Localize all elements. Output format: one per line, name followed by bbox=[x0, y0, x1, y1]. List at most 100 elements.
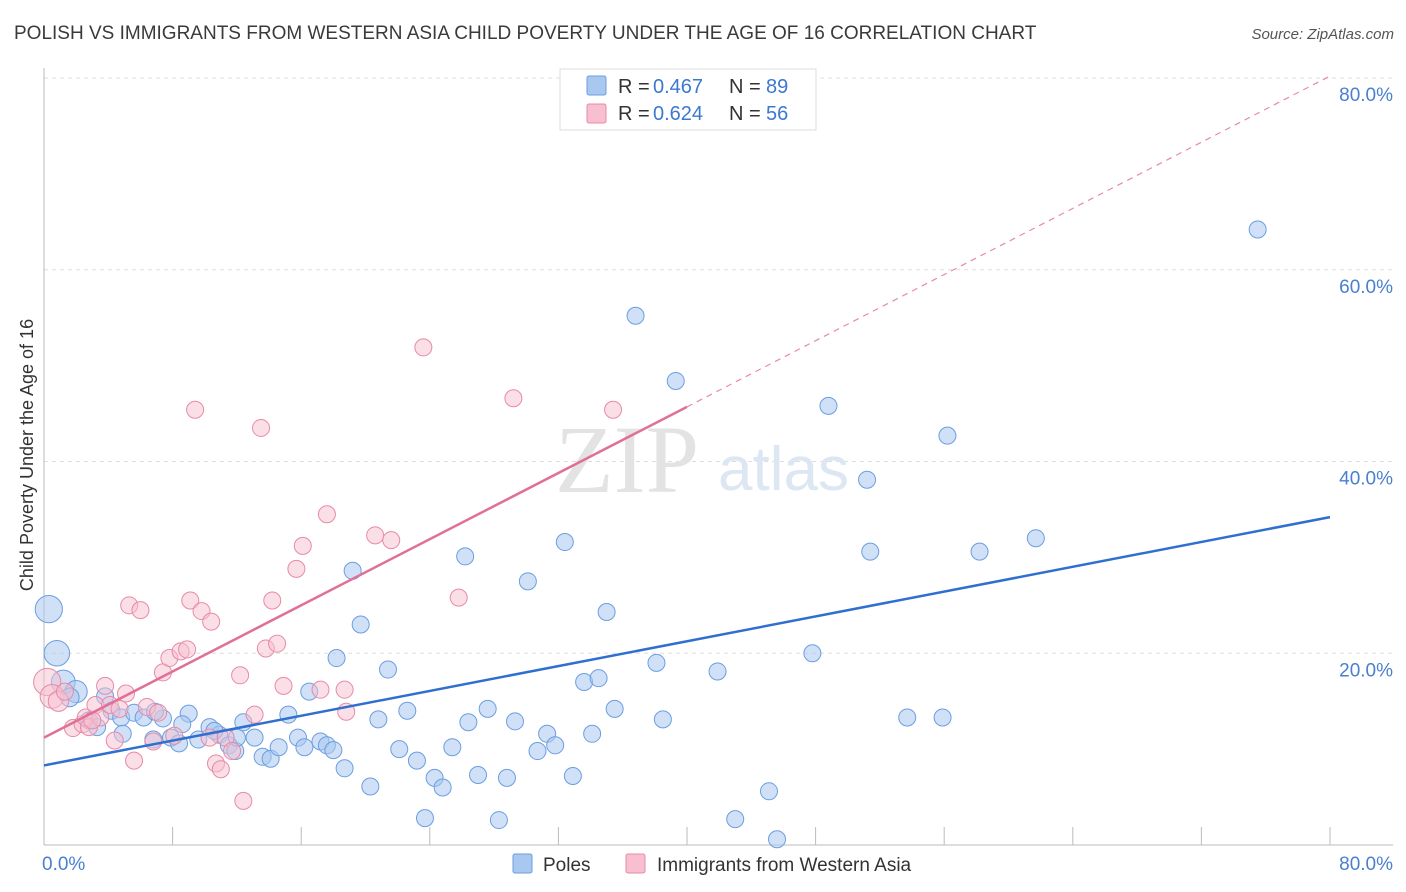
immigrants-point bbox=[131, 601, 150, 620]
y-tick-label: 80.0% bbox=[1339, 85, 1393, 106]
poles-point bbox=[1248, 220, 1267, 239]
axes bbox=[43, 68, 1393, 846]
poles-point bbox=[459, 713, 478, 732]
poles-point bbox=[398, 701, 417, 720]
poles-point bbox=[759, 782, 778, 801]
legend-r-label: R = bbox=[618, 103, 650, 125]
legend-swatch-immigrants bbox=[586, 103, 607, 124]
x-tick-labels: 0.0% 80.0% bbox=[42, 854, 1393, 875]
y-tick-label: 60.0% bbox=[1339, 277, 1393, 298]
poles-point bbox=[555, 533, 574, 552]
poles-point bbox=[379, 660, 398, 679]
poles-point bbox=[407, 751, 426, 770]
poles-point bbox=[269, 738, 288, 757]
legend-r-value: 0.467 bbox=[653, 76, 703, 98]
immigrants-point bbox=[263, 591, 282, 610]
poles-point bbox=[43, 640, 71, 667]
poles-point bbox=[563, 766, 582, 785]
x-tick-label: 80.0% bbox=[1339, 854, 1393, 875]
poles-point bbox=[390, 740, 409, 759]
legend-r-value: 0.624 bbox=[653, 103, 703, 125]
poles-point bbox=[589, 669, 608, 688]
grid-lines bbox=[44, 77, 1393, 654]
poles-point bbox=[505, 712, 524, 731]
immigrants-point bbox=[234, 791, 253, 810]
immigrants-points bbox=[33, 338, 623, 810]
chart-source: Source: ZipAtlas.com bbox=[1251, 26, 1394, 43]
legend-r-label: R = bbox=[618, 76, 650, 98]
poles-point bbox=[245, 728, 264, 747]
immigrants-point bbox=[144, 732, 163, 751]
immigrants-point bbox=[449, 588, 468, 607]
legend-n-label: N = bbox=[729, 76, 761, 98]
poles-point bbox=[518, 572, 537, 591]
poles-point bbox=[970, 542, 989, 561]
immigrants-point bbox=[317, 505, 336, 524]
legend-swatch-poles bbox=[586, 75, 607, 96]
poles-point bbox=[443, 738, 462, 757]
watermark-atlas: atlas bbox=[718, 435, 849, 504]
immigrants-trend-line bbox=[43, 405, 688, 739]
bottom-legend-swatch-poles bbox=[512, 853, 533, 874]
poles-point bbox=[647, 653, 666, 672]
poles-point bbox=[803, 644, 822, 663]
immigrants-point bbox=[287, 559, 306, 578]
watermark-zip: ZIP bbox=[555, 406, 699, 513]
poles-point bbox=[351, 615, 370, 634]
y-tick-labels: 20.0% 40.0% 60.0% 80.0% bbox=[1339, 85, 1393, 681]
immigrants-point bbox=[604, 400, 623, 419]
immigrants-point bbox=[293, 536, 312, 555]
poles-point bbox=[666, 371, 685, 390]
poles-point bbox=[597, 603, 616, 622]
poles-point bbox=[583, 724, 602, 743]
poles-point bbox=[361, 777, 380, 796]
immigrants-point bbox=[223, 742, 242, 761]
poles-point bbox=[456, 547, 475, 566]
y-tick-label: 20.0% bbox=[1339, 660, 1393, 681]
immigrants-point bbox=[149, 703, 168, 722]
immigrants-point bbox=[414, 338, 433, 357]
poles-point bbox=[489, 811, 508, 830]
poles-point bbox=[327, 649, 346, 668]
immigrants-point bbox=[252, 418, 271, 437]
poles-point bbox=[433, 778, 452, 797]
poles-point bbox=[528, 742, 547, 761]
legend-n-value: 56 bbox=[766, 103, 788, 125]
immigrants-point bbox=[105, 731, 124, 750]
y-axis-label: Child Poverty Under the Age of 16 bbox=[17, 319, 37, 591]
immigrants-point bbox=[274, 676, 293, 695]
immigrants-point bbox=[211, 760, 230, 779]
immigrants-point bbox=[83, 711, 102, 730]
legend-n-label: N = bbox=[729, 103, 761, 125]
poles-point bbox=[726, 810, 745, 829]
y-tick-label: 40.0% bbox=[1339, 469, 1393, 490]
x-tick-label: 0.0% bbox=[42, 854, 85, 875]
poles-point bbox=[861, 542, 880, 561]
poles-point bbox=[546, 736, 565, 755]
immigrants-point bbox=[186, 400, 205, 419]
poles-point bbox=[626, 306, 645, 325]
immigrants-point bbox=[366, 526, 385, 545]
poles-point bbox=[708, 662, 727, 681]
bottom-legend: Poles Immigrants from Western Asia bbox=[512, 853, 912, 876]
poles-point bbox=[415, 809, 434, 828]
immigrants-point bbox=[245, 705, 264, 724]
immigrants-point bbox=[181, 591, 200, 610]
poles-trend-line bbox=[43, 515, 1331, 767]
poles-point bbox=[938, 426, 957, 445]
poles-point bbox=[898, 708, 917, 727]
bottom-legend-swatch-immigrants bbox=[625, 853, 646, 874]
immigrants-point bbox=[311, 680, 330, 699]
poles-point bbox=[605, 699, 624, 718]
poles-point bbox=[653, 710, 672, 729]
immigrants-point bbox=[382, 531, 401, 550]
chart-title: POLISH VS IMMIGRANTS FROM WESTERN ASIA C… bbox=[14, 23, 1037, 44]
immigrants-point bbox=[178, 640, 197, 659]
poles-points bbox=[34, 220, 1267, 849]
legend-n-value: 89 bbox=[766, 76, 788, 98]
immigrants-point bbox=[268, 634, 287, 653]
poles-point bbox=[34, 595, 63, 624]
immigrants-point bbox=[96, 676, 115, 695]
immigrants-point bbox=[335, 680, 354, 699]
